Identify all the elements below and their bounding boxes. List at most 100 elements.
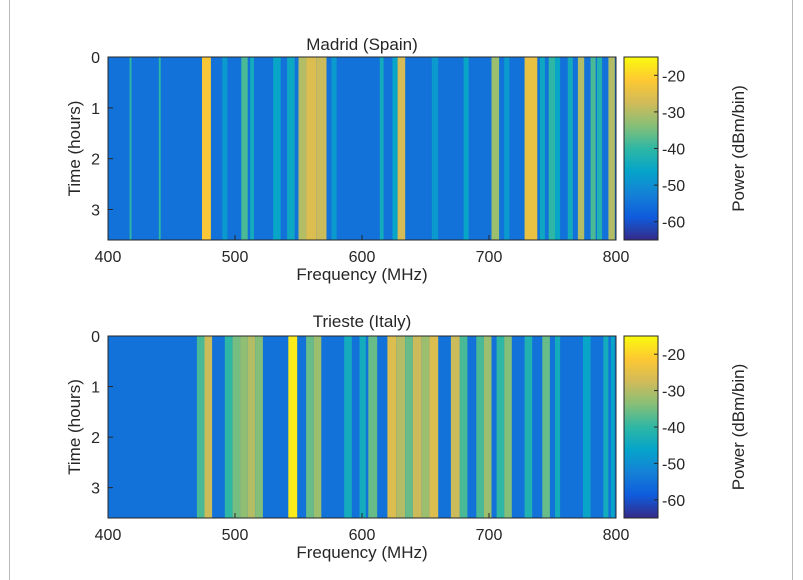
colorbar-tick-label: -60 [662, 493, 685, 510]
spectrum-band [567, 57, 573, 240]
x-tick-label: 500 [222, 527, 249, 544]
spectrum-band [496, 336, 505, 518]
spectrum-band [459, 336, 468, 518]
colorbar-tick-label: -20 [662, 347, 685, 364]
spectrum-band [555, 57, 561, 240]
chart-title: Madrid (Spain) [306, 35, 418, 54]
spectrum-band [255, 336, 263, 518]
spectrum-band [202, 57, 211, 240]
spectrum-band [288, 336, 298, 518]
spectrum-band [247, 336, 256, 518]
x-axis-label: Frequency (MHz) [296, 543, 427, 562]
y-axis-label: Time (hours) [65, 101, 84, 197]
spectrum-band [316, 57, 327, 240]
y-tick-label: 0 [91, 329, 100, 346]
spectrum-band [524, 57, 538, 240]
y-tick-label: 2 [91, 430, 100, 447]
colorbar [623, 56, 659, 241]
spectrum-band [129, 57, 132, 240]
colorbar-tick-label: -50 [662, 456, 685, 473]
spectrum-band [555, 336, 561, 518]
y-tick-label: 0 [91, 50, 100, 67]
x-tick-label: 700 [476, 249, 503, 266]
spectrum-band [306, 57, 317, 240]
spectrum-band [577, 57, 585, 240]
spectrum-band [504, 57, 510, 240]
spectrum-band [306, 336, 314, 518]
x-axis-label: Frequency (MHz) [296, 265, 427, 284]
spectrum-band [397, 57, 406, 240]
colorbar-label: Power (dBm/bin) [729, 85, 748, 212]
spectrum-band [539, 57, 545, 240]
y-tick-label: 2 [91, 152, 100, 169]
spectrum-band [608, 57, 615, 240]
spectrum-band [224, 336, 233, 518]
x-tick-label: 800 [603, 527, 630, 544]
colorbar-tick-label: -30 [662, 384, 685, 401]
spectrum-band [476, 336, 484, 518]
spectrum-band [313, 336, 322, 518]
colorbar-tick-label: -40 [662, 142, 685, 159]
spectrum-band [542, 336, 550, 518]
spectrum-band [548, 57, 555, 240]
spectrum-band [196, 336, 205, 518]
spectrum-band [405, 336, 413, 518]
colorbar-tick-label: -30 [662, 105, 685, 122]
spectrum-band [250, 57, 254, 240]
spectrum-band [379, 57, 384, 240]
spectrum-band [524, 336, 533, 518]
x-tick-label: 500 [222, 249, 249, 266]
colorbar-tick-label: -20 [662, 68, 685, 85]
spectrum-band [412, 336, 422, 518]
spectrum-band [287, 57, 295, 240]
x-tick-label: 400 [95, 527, 122, 544]
x-tick-label: 400 [95, 249, 122, 266]
spectrum-band [583, 336, 591, 518]
spectrum-band [429, 336, 439, 518]
colorbar-label: Power (dBm/bin) [729, 364, 748, 491]
spectrum-band [450, 336, 460, 518]
spectrum-band [491, 57, 500, 240]
spectrum-band [158, 57, 161, 240]
x-tick-label: 800 [603, 249, 630, 266]
x-tick-label: 600 [349, 249, 376, 266]
colorbar-tick-label: -50 [662, 178, 685, 195]
spectrum-band [232, 336, 241, 518]
panel-1 [107, 56, 659, 241]
figure-frame [9, 0, 793, 580]
spectrum-band [359, 336, 366, 518]
spectrum-band [222, 57, 228, 240]
spectrum-band [396, 336, 406, 518]
spectrum-band [344, 336, 352, 518]
spectrum-band [241, 57, 248, 240]
chart-title: Trieste (Italy) [313, 312, 412, 331]
x-tick-label: 600 [349, 527, 376, 544]
spectrum-band [240, 336, 248, 518]
spectrum-band [504, 336, 512, 518]
spectrum-band [590, 57, 596, 240]
x-tick-label: 700 [476, 527, 503, 544]
spectrum-band [610, 336, 615, 518]
spectrum-band [597, 57, 603, 240]
spectrum-band [463, 57, 469, 240]
colorbar [623, 335, 659, 519]
spectrum-band [431, 57, 439, 240]
y-tick-label: 1 [91, 380, 100, 397]
spectrum-band [483, 336, 492, 518]
spectrum-band [392, 57, 398, 240]
colorbar-tick-label: -40 [662, 420, 685, 437]
spectrum-band [331, 57, 337, 240]
spectrum-band [298, 57, 307, 240]
y-axis-label: Time (hours) [65, 379, 84, 475]
y-tick-label: 3 [91, 481, 100, 498]
y-tick-label: 1 [91, 101, 100, 118]
colorbar-tick-label: -60 [662, 215, 685, 232]
spectrum-band [204, 336, 213, 518]
spectrum-band [273, 57, 281, 240]
spectrum-band [603, 336, 609, 518]
spectrum-band [387, 336, 397, 518]
spectrum-band [421, 336, 430, 518]
y-tick-label: 3 [91, 203, 100, 220]
spectrum-band [368, 336, 378, 518]
